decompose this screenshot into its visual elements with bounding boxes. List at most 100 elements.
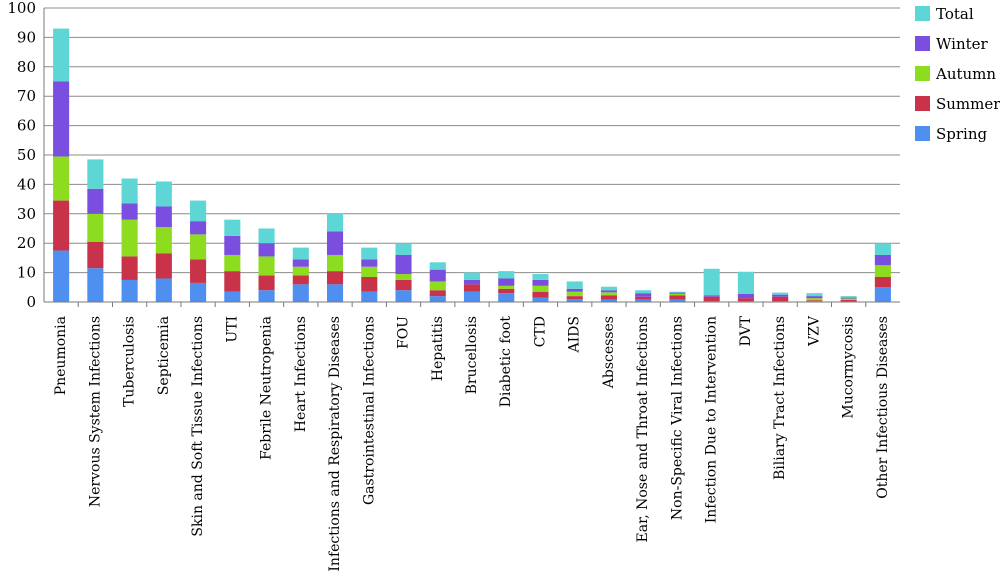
bar-segment-summer [840, 299, 857, 302]
bar-segment-autumn [429, 281, 446, 291]
bar-segment-autumn [361, 266, 378, 278]
bar-segment-winter [292, 259, 309, 267]
x-tick-label: Heart Infections [293, 316, 309, 432]
bar-segment-summer [258, 275, 275, 291]
bar-segment-winter [840, 297, 857, 299]
x-tick-label: Tuberculosis [122, 316, 138, 407]
bar-segment-autumn [292, 266, 309, 276]
bar-segment-total [635, 290, 652, 294]
x-tick-label: Hepatitis [430, 316, 446, 381]
bar-segment-total [669, 291, 686, 293]
bar-segment-winter [806, 296, 823, 299]
x-tick-label: FOU [396, 316, 412, 349]
bar-segment-autumn [395, 274, 412, 280]
bar-segment-spring [292, 284, 309, 302]
legend-swatch-autumn [915, 66, 930, 81]
y-tick-label: 0 [26, 293, 36, 311]
bar-segment-winter [53, 81, 70, 157]
legend-label-winter: Winter [936, 35, 989, 53]
bar-segment-autumn [600, 292, 618, 296]
y-tick-label: 70 [17, 87, 36, 105]
bar-segment-winter [155, 206, 172, 228]
bar-segment-total [87, 159, 104, 189]
y-tick-label: 10 [17, 264, 36, 282]
legend: Total Winter Autumn Summer Spring [915, 5, 1000, 143]
bar-segment-summer [600, 295, 618, 300]
bar-segment-spring [326, 284, 344, 302]
bar-segment-winter [326, 231, 344, 255]
x-tick-label: Infections and Respiratory Diseases [327, 316, 343, 572]
y-tick-label: 100 [7, 0, 36, 17]
legend-label-spring: Spring [936, 125, 988, 143]
bar-segment-autumn [53, 156, 70, 201]
bar-segment-summer [53, 200, 70, 251]
legend-label-autumn: Autumn [935, 65, 996, 83]
bar-segment-spring [224, 291, 241, 302]
y-tick-label: 50 [17, 146, 36, 164]
bar-segment-summer [772, 296, 789, 302]
bar-segment-total [703, 268, 720, 296]
y-tick-label: 90 [17, 28, 36, 46]
bar-segment-total [498, 271, 515, 279]
x-tick-label: Gastrointestinal Infections [361, 316, 377, 505]
gridlines [44, 7, 900, 274]
legend-label-total: Total [936, 5, 974, 23]
legend-swatch-winter [915, 36, 930, 51]
bar-segment-summer [635, 296, 652, 300]
bar-segment-summer [292, 275, 309, 285]
bar-segment-spring [190, 282, 207, 302]
bar-segment-spring [429, 296, 446, 302]
bar-segment-summer [395, 279, 412, 291]
bar-segment-winter [361, 259, 378, 267]
legend-label-summer: Summer [936, 95, 1000, 113]
bar-segment-summer [703, 296, 720, 302]
bar-segment-winter [258, 243, 275, 257]
bar-segment-winter [874, 254, 891, 266]
bar-segment-total [532, 274, 549, 280]
bar-segment-winter [566, 288, 583, 292]
bar-segment-spring [463, 291, 481, 302]
bar-segment-summer [361, 277, 378, 292]
bar-segment-winter [429, 269, 446, 282]
y-tick-label: 20 [17, 234, 36, 252]
x-tick-label: VZV [806, 315, 822, 347]
bar-segment-spring [121, 279, 138, 302]
bar-segment-autumn [224, 254, 241, 272]
bar-segment-total [429, 262, 446, 270]
bar-segment-winter [87, 188, 104, 214]
bar-segment-spring [87, 268, 104, 302]
bar-segment-summer [87, 241, 104, 269]
bar-segment-total [258, 228, 275, 244]
bar-segment-winter [669, 292, 686, 294]
bar-segment-summer [498, 288, 515, 294]
bar-segment-total [395, 243, 412, 255]
bar-segment-autumn [326, 254, 344, 272]
bar-segment-autumn [806, 298, 823, 301]
x-tick-label: Febrile Neutropenia [259, 316, 275, 460]
bar-segment-winter [772, 294, 789, 297]
x-tick-label: UTI [224, 316, 240, 343]
bar-segment-total [463, 272, 481, 280]
bar-segment-total [190, 200, 207, 222]
legend-swatch-spring [915, 126, 930, 141]
bar-segment-summer [669, 295, 686, 300]
x-tick-label: Biliary Tract Infections [772, 316, 788, 480]
bar-segment-winter [635, 293, 652, 297]
bar-segment-total [53, 28, 70, 82]
x-tick-label: Diabetic foot [498, 316, 514, 408]
y-tick-label: 60 [17, 117, 36, 135]
bar-segment-spring [395, 290, 412, 302]
bar-segment-total [224, 219, 241, 236]
bar-segment-autumn [190, 234, 207, 260]
bar-segment-summer [121, 256, 138, 280]
bars [53, 28, 891, 302]
bar-segment-autumn [532, 285, 549, 292]
bar-segment-autumn [258, 256, 275, 276]
bar-segment-winter [224, 235, 241, 255]
bar-segment-spring [600, 299, 618, 302]
bar-segment-spring [532, 297, 549, 302]
bar-segment-summer [532, 291, 549, 298]
bar-segment-summer [155, 253, 172, 279]
